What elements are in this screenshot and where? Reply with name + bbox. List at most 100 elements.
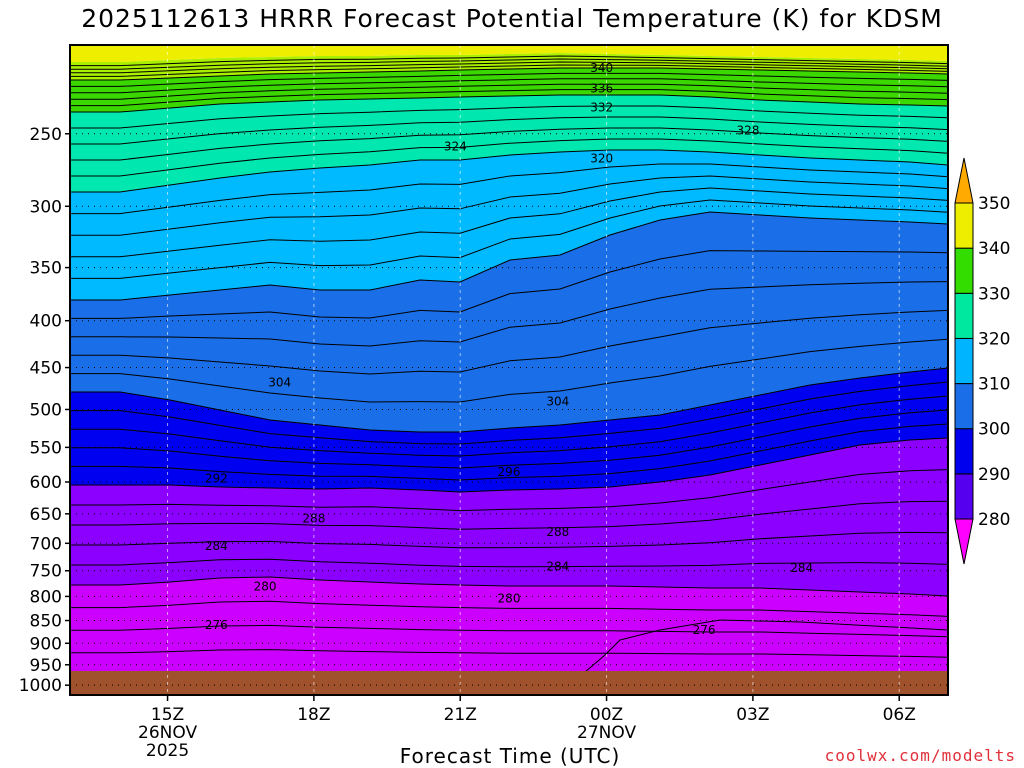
contour-line: [70, 395, 948, 457]
contour-label: 340: [590, 61, 613, 75]
y-tick-label: 950: [30, 656, 62, 676]
contour-line: [70, 94, 948, 113]
y-tick-label: 900: [30, 634, 62, 654]
colorbar-legend: 280 290 300 310 320 330 340 350: [954, 157, 1010, 565]
colorbar-label: 310: [978, 375, 1010, 395]
x-tick-label: 00Z: [590, 705, 623, 725]
colorbar-segment: [954, 247, 974, 294]
contour-label: 280: [498, 591, 521, 605]
contour-label: 328: [737, 124, 760, 138]
y-tick-label: 1000: [19, 676, 62, 696]
y-tick-label: 500: [30, 400, 62, 420]
fill-band-310-320: [70, 150, 948, 300]
y-tick-label: 300: [30, 197, 62, 217]
contour-line: [70, 61, 948, 74]
plot-frame: [69, 44, 949, 696]
x-tick-label: 03Z: [736, 705, 769, 725]
x-date-label: 26NOV: [138, 723, 197, 743]
contour-line: [70, 64, 948, 77]
colorbar-label: 340: [978, 239, 1010, 259]
ground-strip: [70, 671, 948, 695]
y-tick-label: 450: [30, 359, 62, 379]
contour-line: [70, 437, 948, 493]
colorbar-over-arrow: [954, 157, 974, 204]
contour-line: [70, 78, 948, 94]
x-year-label: 2025: [146, 741, 189, 761]
chart-title: 2025112613 HRRR Forecast Potential Tempe…: [81, 4, 943, 33]
contour-line: [70, 72, 948, 87]
contour-line: [70, 409, 948, 469]
contour-labels: 340 336 332 328 324 320 304 304 296 292 288 288 284 2…: [205, 61, 813, 637]
contour-line: [70, 500, 948, 530]
colorbar-under-arrow: [954, 518, 974, 565]
contour-label: 292: [205, 472, 228, 486]
contour-line: [584, 619, 948, 673]
contour-line: [70, 250, 948, 319]
contour-lines: [70, 55, 948, 679]
contour-label: 288: [302, 512, 325, 526]
colorbar-label: 350: [978, 194, 1010, 214]
y-axis: 2503003504004505005506006507007508008509…: [19, 125, 70, 696]
contour-label: 304: [268, 375, 291, 389]
y-tick-label: 700: [30, 534, 62, 554]
contour-line: [70, 83, 948, 100]
contour-line: [70, 309, 948, 375]
contour-label: 280: [254, 579, 277, 593]
contour-label: 276: [693, 623, 716, 637]
source-credit: coolwx.com/modelts: [824, 746, 1016, 765]
colorbar-segment: [954, 383, 974, 430]
contour-label: 320: [590, 151, 613, 165]
contour-line: [70, 89, 948, 107]
contour-line: [70, 558, 948, 568]
colorbar-label: 330: [978, 284, 1010, 304]
colorbar-label: 320: [978, 329, 1010, 349]
contour-label: 284: [546, 559, 569, 573]
colorbar-label: 290: [978, 465, 1010, 485]
contour-line: [70, 624, 948, 638]
contour-line: [70, 187, 948, 258]
contour-line: [70, 163, 948, 215]
fill-band-280-290: [70, 438, 948, 596]
contour-label: 284: [205, 539, 228, 553]
contour-label: 336: [590, 81, 613, 95]
colorbar-segment: [954, 428, 974, 475]
y-tick-label: 550: [30, 438, 62, 458]
y-tick-label: 250: [30, 125, 62, 145]
colorbar-segment: [954, 292, 974, 339]
colorbar-segment: [954, 473, 974, 520]
y-tick-label: 600: [30, 473, 62, 493]
contour-line: [70, 423, 948, 481]
y-tick-label: 750: [30, 562, 62, 582]
colorbar-label: 300: [978, 420, 1010, 440]
colorbar-segment: [954, 202, 974, 249]
contour-line: [70, 105, 948, 129]
contour-line: [70, 531, 948, 549]
y-tick-label: 850: [30, 612, 62, 632]
contour-label: 288: [546, 525, 569, 539]
grid-lines: [70, 45, 948, 695]
contour-line: [70, 281, 948, 347]
x-tick-label: 06Z: [883, 705, 916, 725]
contour-label: 304: [546, 394, 569, 408]
contour-line: [70, 55, 948, 67]
contour-line: [70, 600, 948, 617]
x-date-label: 27NOV: [577, 723, 636, 743]
contour-label: 296: [498, 465, 521, 479]
contour-label: 332: [590, 100, 613, 114]
y-tick-label: 800: [30, 587, 62, 607]
contour-label: 324: [444, 139, 467, 153]
contour-line: [70, 649, 948, 658]
x-tick-label: 18Z: [297, 705, 330, 725]
contour-line: [70, 58, 948, 70]
contour-line: [70, 469, 948, 512]
contour-line: [70, 149, 948, 193]
fill-band-290-300: [70, 368, 948, 492]
fill-band->350: [70, 45, 948, 62]
contour-line: [70, 127, 948, 161]
x-tick-label: 15Z: [151, 705, 184, 725]
contour-line: [70, 211, 948, 301]
contour-line: [70, 381, 948, 445]
y-tick-label: 400: [30, 312, 62, 332]
